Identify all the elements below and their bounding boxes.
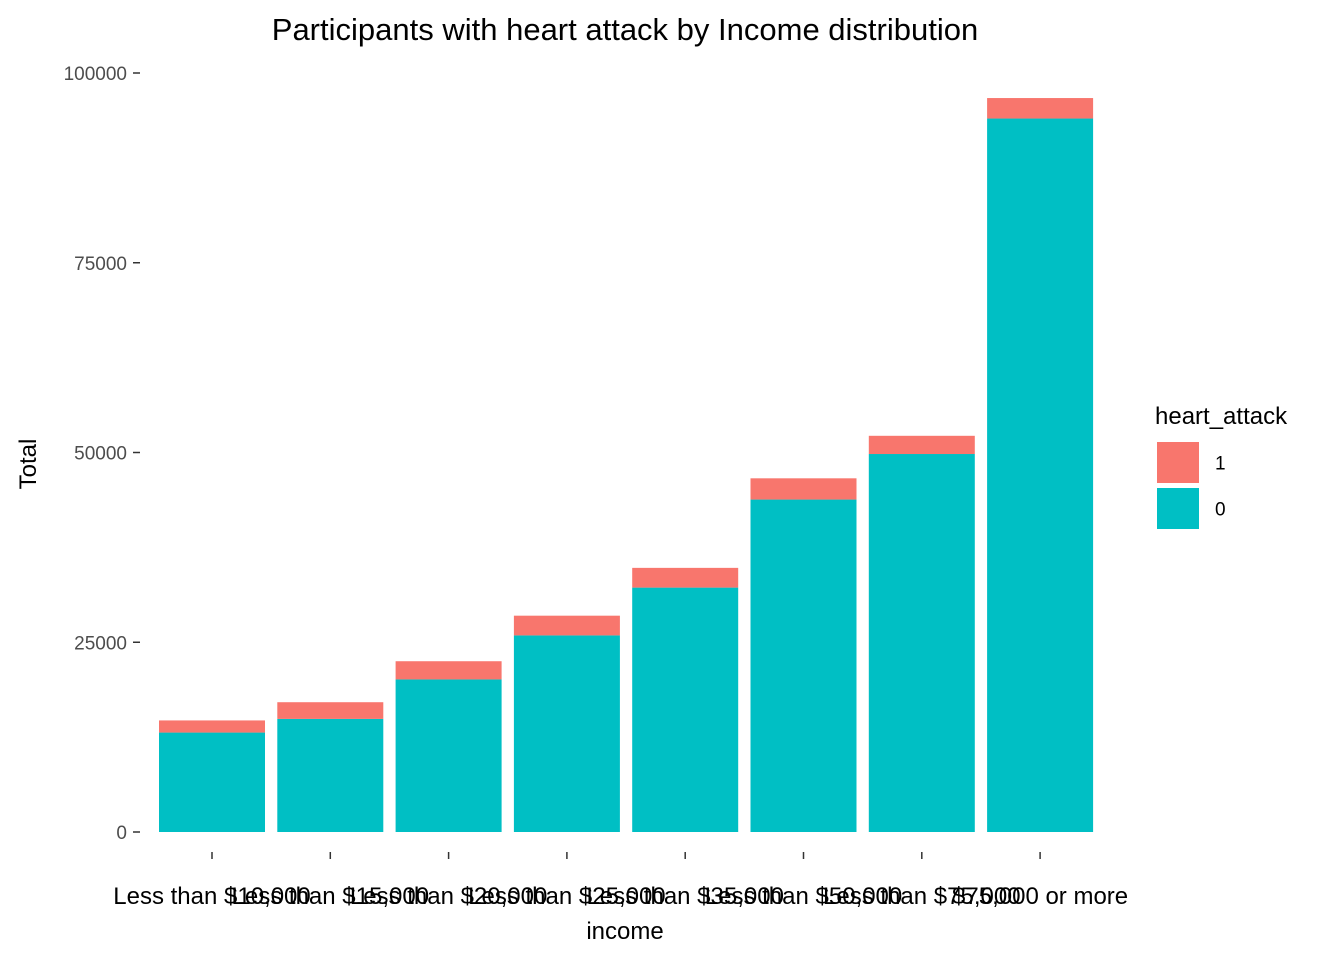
x-tick-label: Less than $20,000 xyxy=(350,883,548,910)
bar-segment-series-0-cat-3 xyxy=(513,635,620,832)
y-tick-label: 100000 xyxy=(64,64,127,85)
y-tick-label: 75000 xyxy=(74,254,127,275)
bar-segment-series-0-cat-1 xyxy=(277,718,384,832)
bar-segment-series-1-cat-1 xyxy=(277,702,384,719)
x-tick-label: $75,000 or more xyxy=(952,883,1128,910)
legend-label-1: 1 xyxy=(1215,454,1226,475)
bar-segment-series-0-cat-4 xyxy=(632,587,739,832)
y-axis: 0 25000 50000 75000 100000 xyxy=(64,64,140,844)
bar-segment-series-0-cat-6 xyxy=(868,454,975,832)
legend: heart_attack 1 0 xyxy=(1155,403,1288,529)
legend-label-0: 0 xyxy=(1215,500,1226,521)
bar-segment-series-0-cat-7 xyxy=(987,118,1094,833)
bar-segment-series-1-cat-5 xyxy=(750,478,857,500)
bar-segment-series-1-cat-7 xyxy=(987,98,1094,119)
bar-segment-series-1-cat-4 xyxy=(632,567,739,588)
x-tick-label: Less than $10,000 xyxy=(113,883,311,910)
y-tick-label: 50000 xyxy=(74,444,127,465)
bar-segment-series-0-cat-0 xyxy=(159,732,265,832)
plot-area xyxy=(159,98,1094,833)
x-axis-title: income xyxy=(586,918,663,945)
legend-title: heart_attack xyxy=(1155,403,1288,430)
x-tick-label: Less than $35,000 xyxy=(586,883,784,910)
x-tick-label: Less than $75,000 xyxy=(823,883,1021,910)
y-tick-label: 25000 xyxy=(74,633,127,654)
y-axis-title: Total xyxy=(15,439,42,490)
x-tick-label: Less than $15,000 xyxy=(232,883,430,910)
bar-segment-series-0-cat-5 xyxy=(750,499,857,832)
bar-segment-series-1-cat-3 xyxy=(513,615,620,636)
bar-segment-series-1-cat-2 xyxy=(395,661,502,680)
bar-segment-series-1-cat-6 xyxy=(868,435,975,455)
chart-title: Participants with heart attack by Income… xyxy=(272,12,978,47)
bar-segment-series-1-cat-0 xyxy=(159,720,265,733)
legend-key-1 xyxy=(1157,442,1199,483)
bar-segment-series-0-cat-2 xyxy=(395,679,502,832)
legend-key-0 xyxy=(1157,488,1199,529)
x-tick-label: Less than $50,000 xyxy=(705,883,903,910)
y-tick-label: 0 xyxy=(116,823,127,844)
x-tick-label: Less than $25,000 xyxy=(468,883,666,910)
